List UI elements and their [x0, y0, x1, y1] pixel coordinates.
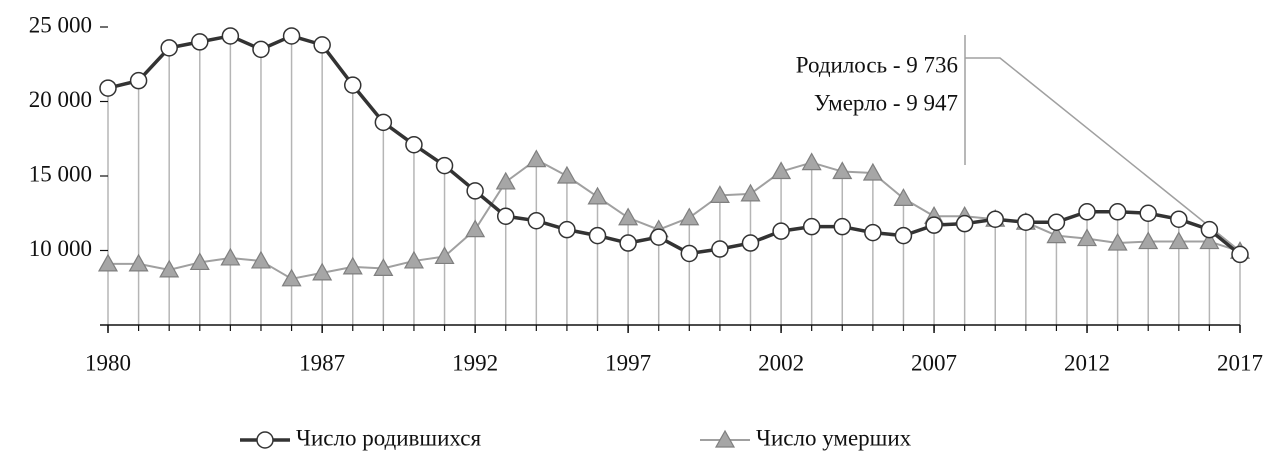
- point: [741, 234, 760, 252]
- point: [159, 259, 180, 278]
- point: [128, 253, 149, 272]
- point: [1170, 210, 1188, 228]
- point: [99, 79, 117, 97]
- callout-line: [965, 57, 1241, 252]
- legend-label: Число родившихся: [296, 425, 481, 450]
- point: [97, 253, 119, 272]
- point: [403, 250, 424, 269]
- point: [1199, 231, 1220, 250]
- point: [986, 210, 1004, 228]
- point: [893, 188, 914, 206]
- point: [527, 211, 546, 230]
- point: [189, 252, 210, 271]
- point: [466, 182, 484, 200]
- point: [802, 217, 821, 236]
- point: [1200, 220, 1219, 239]
- point: [833, 217, 852, 236]
- point: [526, 149, 547, 168]
- x-tick-label: 2007: [911, 350, 957, 375]
- point: [801, 152, 822, 171]
- point: [250, 250, 271, 269]
- legend-marker: [714, 429, 736, 448]
- point: [709, 185, 730, 203]
- legend-marker: [256, 431, 274, 449]
- point: [558, 220, 576, 239]
- series-line: [107, 34, 1242, 256]
- point: [679, 207, 700, 226]
- point: [618, 207, 639, 226]
- point: [740, 183, 761, 202]
- point: [465, 219, 486, 238]
- point: [344, 76, 362, 94]
- point: [373, 258, 394, 276]
- point: [1017, 213, 1035, 231]
- annotation: Умерло - 9 947: [814, 90, 958, 115]
- point: [220, 247, 241, 266]
- point: [1047, 213, 1066, 231]
- point: [894, 226, 913, 245]
- point: [129, 71, 148, 90]
- point: [282, 27, 301, 45]
- point: [434, 246, 455, 265]
- x-tick-label: 1992: [452, 350, 498, 375]
- x-tick-label: 1987: [299, 350, 345, 375]
- x-tick-label: 1997: [605, 350, 651, 375]
- point: [374, 113, 393, 132]
- x-tick-label: 2012: [1064, 350, 1110, 375]
- point: [587, 186, 608, 205]
- point: [862, 162, 883, 181]
- point: [1168, 231, 1189, 250]
- point: [1107, 232, 1128, 251]
- point: [588, 226, 607, 245]
- point: [252, 40, 270, 59]
- x-tick-label: 1980: [85, 350, 131, 375]
- x-tick-label: 2002: [758, 350, 804, 375]
- point: [1139, 204, 1157, 222]
- point: [680, 244, 699, 263]
- annotation: Родилось - 9 736: [796, 52, 958, 77]
- legend-label: Число умерших: [756, 425, 912, 450]
- point: [864, 223, 882, 242]
- point: [771, 161, 792, 180]
- point: [619, 234, 637, 252]
- point: [711, 240, 729, 258]
- point: [1077, 228, 1098, 247]
- point: [405, 135, 423, 154]
- point: [649, 228, 668, 246]
- y-tick-label: 20 000: [29, 87, 92, 112]
- y-tick-label: 25 000: [29, 12, 92, 37]
- point: [313, 36, 331, 54]
- point: [496, 207, 515, 225]
- point: [772, 222, 790, 240]
- point: [1231, 245, 1249, 264]
- point: [1046, 225, 1067, 244]
- point: [312, 262, 333, 281]
- y-tick-label: 15 000: [29, 161, 92, 186]
- point: [1108, 203, 1127, 221]
- point: [556, 165, 577, 184]
- point: [495, 171, 516, 190]
- point: [160, 39, 178, 57]
- point: [342, 256, 363, 275]
- x-tick-label: 2017: [1217, 350, 1263, 375]
- point: [435, 156, 454, 175]
- point: [955, 214, 974, 233]
- point: [281, 268, 302, 287]
- point: [1138, 231, 1159, 250]
- y-tick-label: 10 000: [29, 236, 92, 261]
- point: [832, 161, 853, 180]
- point: [1078, 203, 1096, 221]
- point: [191, 33, 209, 51]
- point: [925, 216, 943, 234]
- point: [221, 27, 240, 45]
